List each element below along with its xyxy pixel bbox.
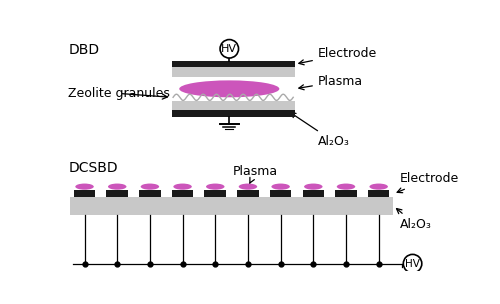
Bar [172,67,295,77]
Circle shape [404,254,422,273]
Ellipse shape [206,184,225,190]
Ellipse shape [337,184,355,190]
Bar [139,191,160,197]
Bar [106,191,128,197]
Ellipse shape [272,184,290,190]
Bar [302,191,324,197]
Bar [172,191,194,197]
Text: Electrode: Electrode [299,47,377,65]
Ellipse shape [140,184,159,190]
Ellipse shape [108,184,126,190]
Text: Al₂O₃: Al₂O₃ [290,113,350,148]
Text: Electrode: Electrode [397,172,458,193]
Ellipse shape [304,184,322,190]
Text: HV: HV [222,44,238,54]
Text: Zeolite granules: Zeolite granules [68,87,170,100]
Text: Plasma: Plasma [299,75,363,90]
Text: DCSBD: DCSBD [68,161,118,175]
Bar [172,101,295,110]
Ellipse shape [76,184,94,190]
Bar [368,191,390,197]
Ellipse shape [238,184,257,190]
Text: HV: HV [405,259,420,269]
Bar [270,191,291,197]
Ellipse shape [174,184,192,190]
Bar [70,197,394,215]
Circle shape [220,40,238,58]
Bar [237,191,258,197]
Text: Plasma: Plasma [233,165,278,184]
Bar [172,61,295,67]
Text: DBD: DBD [68,43,100,57]
Bar [172,110,295,116]
Text: Al₂O₃: Al₂O₃ [396,209,432,231]
Ellipse shape [370,184,388,190]
Bar [335,191,357,197]
Ellipse shape [179,80,280,97]
Bar [74,191,96,197]
Bar [204,191,226,197]
